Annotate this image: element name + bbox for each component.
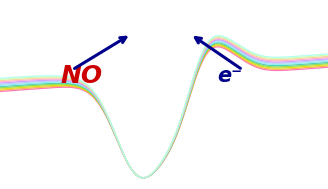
Text: e⁻: e⁻ xyxy=(217,66,242,86)
Text: NO: NO xyxy=(61,64,103,88)
